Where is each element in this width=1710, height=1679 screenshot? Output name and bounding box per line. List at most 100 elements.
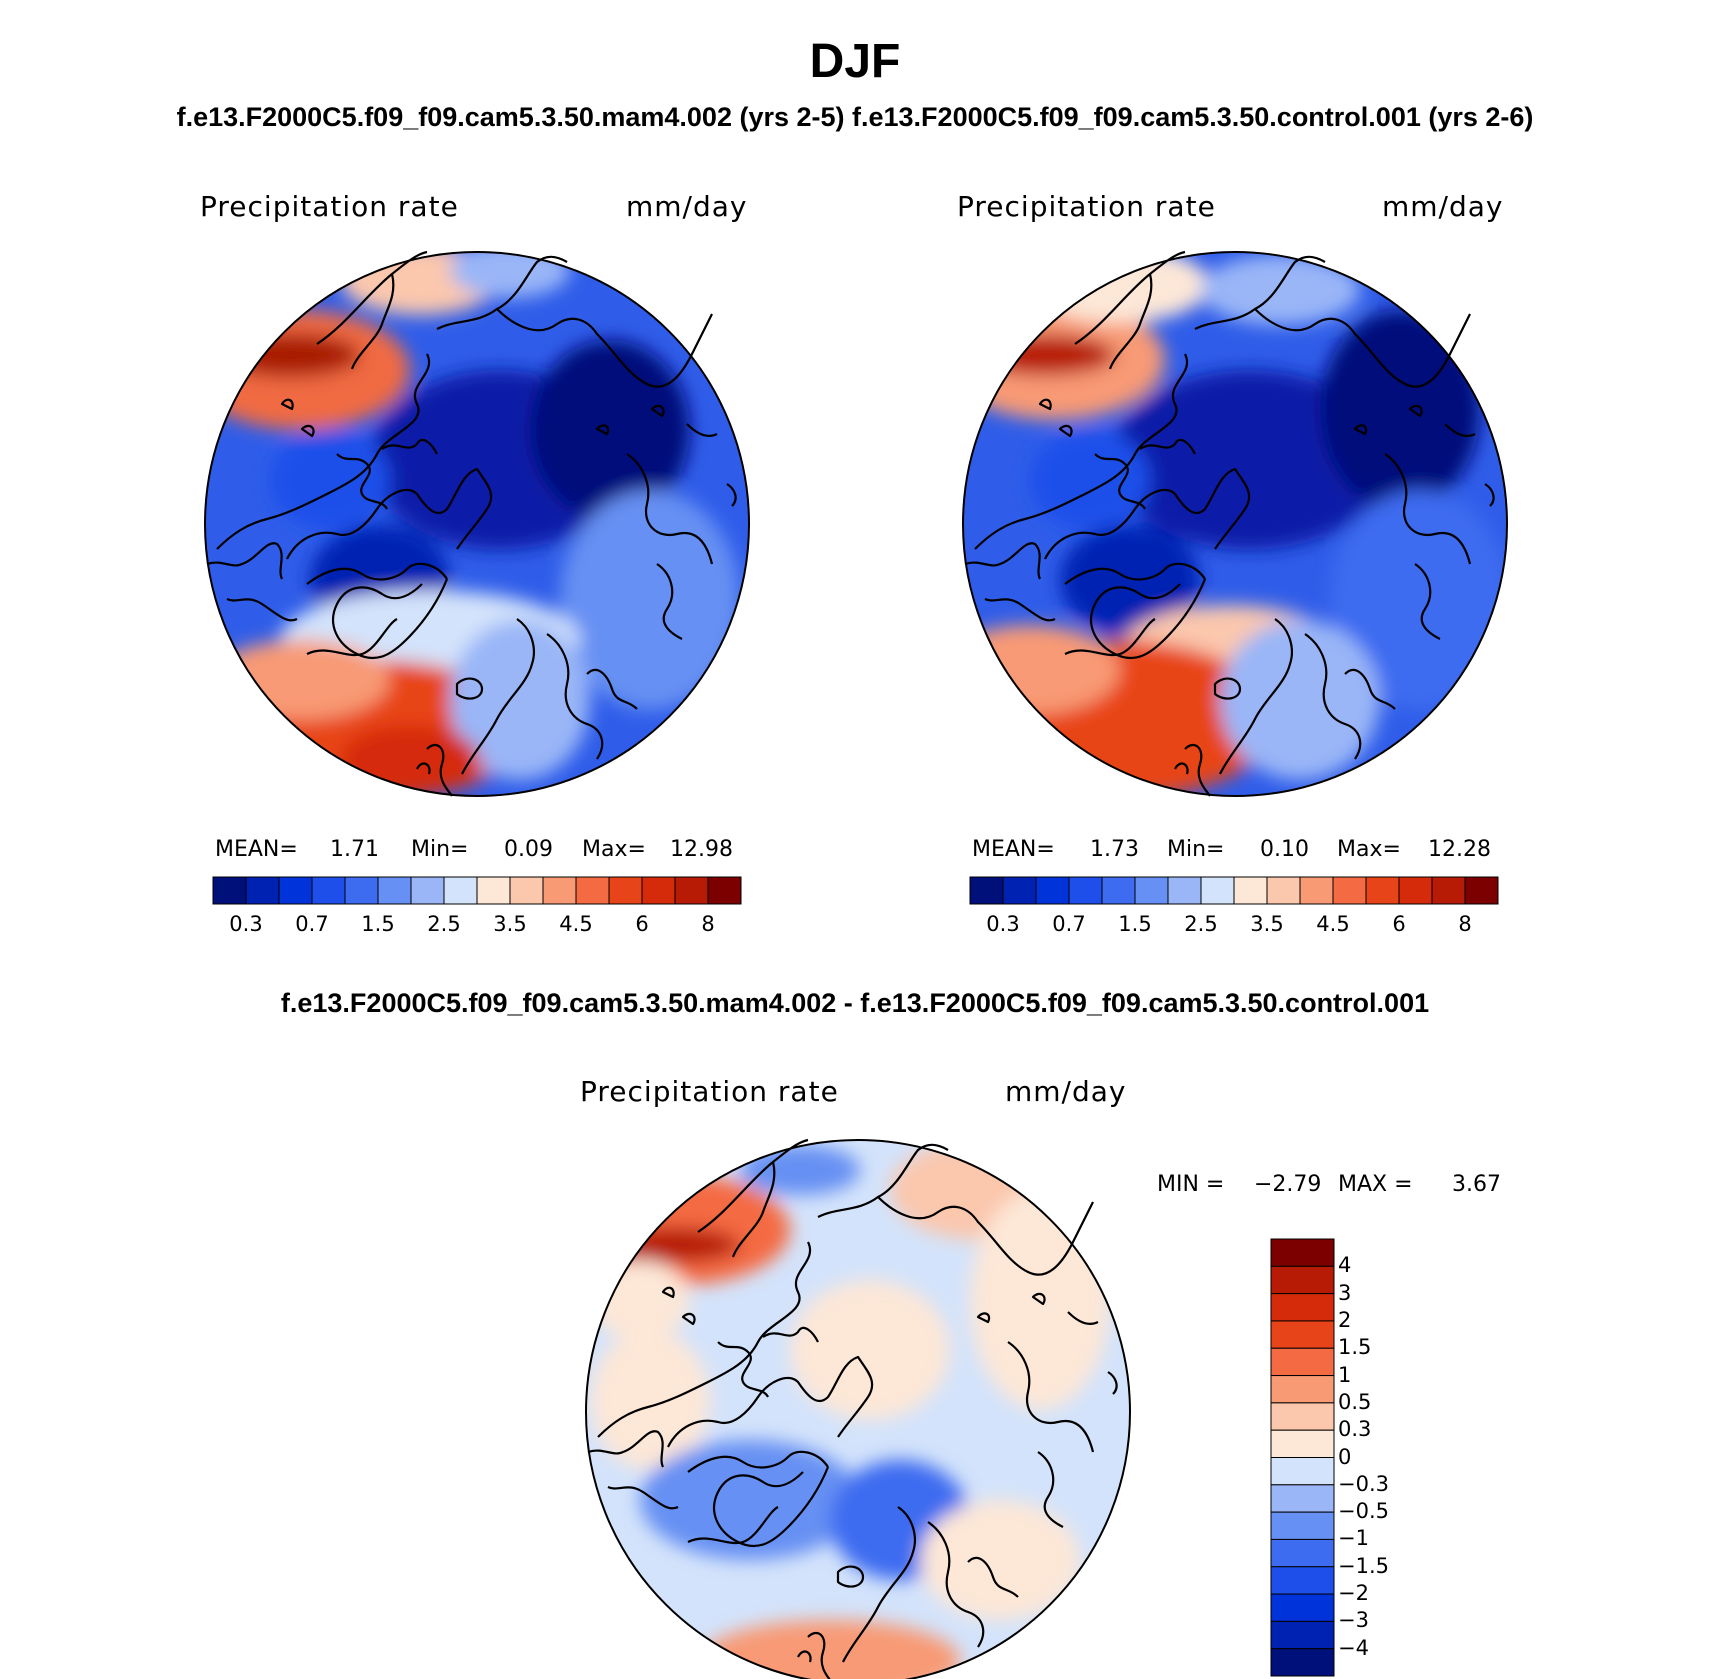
diff-max-value: 3.67 (1452, 1172, 1501, 1197)
difference-colorbar-swatch (1270, 1484, 1335, 1513)
difference-colorbar-tick-label: −1 (1338, 1526, 1369, 1551)
difference-colorbar-tick-label: 2 (1338, 1307, 1352, 1332)
panel1-colorbar-tick-label: 2.5 (427, 912, 461, 936)
difference-colorbar-swatch (1270, 1648, 1335, 1677)
difference-map (585, 1138, 1131, 1679)
panel2-colorbar-swatch (1398, 876, 1433, 905)
difference-colorbar-tick-label: 0.5 (1338, 1389, 1372, 1414)
panel2-colorbar-swatch (1266, 876, 1301, 905)
panel1-colorbar-swatch (410, 876, 445, 905)
panel1-mean-label: MEAN= (215, 837, 298, 862)
difference-colorbar-tick-label: −2 (1338, 1581, 1369, 1606)
difference-colorbar-tick-label: 0.3 (1338, 1417, 1372, 1442)
panel2-colorbar-swatch (1431, 876, 1466, 905)
panel1-colorbar-swatch (707, 876, 742, 905)
diff-max-label: MAX = (1338, 1172, 1413, 1197)
difference-colorbar-swatch (1270, 1429, 1335, 1458)
panel1-colorbar-tick-label: 0.3 (229, 912, 263, 936)
difference-colorbar-swatch (1270, 1238, 1335, 1267)
panel2-mean-label: MEAN= (972, 837, 1055, 862)
panel1-colorbar (212, 876, 742, 905)
difference-colorbar-swatch (1270, 1511, 1335, 1540)
difference-colorbar-tick-label: −3 (1338, 1608, 1369, 1633)
panel2-mean-value: 1.73 (1090, 837, 1139, 862)
panel2-colorbar (969, 876, 1499, 905)
panel2-min-label: Min= (1167, 837, 1225, 862)
difference-colorbar-swatch (1270, 1566, 1335, 1595)
panel2-max-label: Max= (1337, 837, 1401, 862)
panel1-colorbar-tick-label: 4.5 (559, 912, 593, 936)
difference-colorbar-swatch (1270, 1538, 1335, 1568)
panel1-colorbar-swatch (311, 876, 346, 905)
difference-colorbar-swatch (1270, 1320, 1335, 1349)
panel2-colorbar-swatch (969, 876, 1004, 905)
panel1-variable: Precipitation rate (200, 190, 459, 223)
panel1-colorbar-swatch (575, 876, 610, 905)
diff-min-value: −2.79 (1254, 1172, 1322, 1197)
panel2-colorbar-swatch (1167, 876, 1202, 905)
difference-colorbar-swatch (1270, 1375, 1335, 1404)
panel2-colorbar-swatch (1035, 876, 1070, 905)
panel2-colorbar-tick-label: 4.5 (1316, 912, 1350, 936)
panel2-max-value: 12.28 (1428, 837, 1491, 862)
panel2-colorbar-swatch (1464, 876, 1499, 905)
panel1-max-label: Max= (582, 837, 646, 862)
difference-colorbar-swatch (1270, 1402, 1335, 1431)
panel2-variable: Precipitation rate (957, 190, 1216, 223)
difference-colorbar-tick-label: −4 (1338, 1635, 1369, 1660)
panel1-colorbar-tick-label: 1.5 (361, 912, 395, 936)
panel1-min-label: Min= (411, 837, 469, 862)
panel2-colorbar-swatch (1200, 876, 1235, 905)
panel1-colorbar-swatch (509, 876, 544, 905)
difference-colorbar-swatch (1270, 1265, 1335, 1295)
panel2-units: mm/day (1382, 190, 1504, 223)
diff-variable: Precipitation rate (580, 1075, 839, 1108)
panel2-colorbar-swatch (1233, 876, 1268, 905)
panel2-colorbar-tick-label: 0.3 (986, 912, 1020, 936)
panel1-colorbar-swatch (212, 876, 247, 905)
panel1-mean-value: 1.71 (330, 837, 379, 862)
panel1-colorbar-swatch (278, 876, 313, 905)
panel2-colorbar-swatch (1299, 876, 1334, 905)
panel1-map (204, 250, 750, 798)
difference-colorbar-tick-label: −0.5 (1338, 1499, 1389, 1524)
panel2-colorbar-tick-label: 3.5 (1250, 912, 1284, 936)
panel2-colorbar-swatch (1002, 876, 1037, 905)
panel1-colorbar-swatch (476, 876, 511, 905)
panel1-colorbar-tick-label: 6 (635, 912, 649, 936)
difference-colorbar-swatch (1270, 1457, 1335, 1486)
panel1-colorbar-swatch (641, 876, 676, 905)
difference-colorbar-tick-label: 3 (1338, 1280, 1352, 1305)
panel1-min-value: 0.09 (504, 837, 553, 862)
difference-colorbar-tick-label: −1.5 (1338, 1553, 1389, 1578)
panel2-colorbar-tick-label: 6 (1392, 912, 1406, 936)
panel2-colorbar-swatch (1134, 876, 1169, 905)
panel2-colorbar-tick-label: 8 (1458, 912, 1472, 936)
panel2-colorbar-swatch (1365, 876, 1400, 905)
panel2-colorbar-swatch (1068, 876, 1103, 905)
difference-colorbar-swatch (1270, 1347, 1335, 1377)
panel2-map (962, 250, 1508, 798)
panel1-colorbar-swatch (344, 876, 379, 905)
panel2-min-value: 0.10 (1260, 837, 1309, 862)
panel2-colorbar-swatch (1332, 876, 1367, 905)
panel2-colorbar-tick-label: 1.5 (1118, 912, 1152, 936)
panel2-colorbar-swatch (1101, 876, 1136, 905)
panel2-colorbar-tick-label: 0.7 (1052, 912, 1086, 936)
difference-colorbar-swatch (1270, 1293, 1335, 1322)
panel1-colorbar-swatch (245, 876, 280, 905)
diff-units: mm/day (1005, 1075, 1127, 1108)
difference-colorbar-swatch (1270, 1620, 1335, 1650)
panel1-colorbar-swatch (377, 876, 412, 905)
diff-min-label: MIN = (1157, 1172, 1225, 1197)
panel1-colorbar-swatch (674, 876, 709, 905)
panel1-colorbar-tick-label: 0.7 (295, 912, 329, 936)
difference-colorbar-swatch (1270, 1593, 1335, 1622)
difference-colorbar-tick-label: 4 (1338, 1253, 1352, 1278)
figure-title: DJF (809, 35, 901, 88)
run-titles: f.e13.F2000C5.f09_f09.cam5.3.50.mam4.002… (176, 102, 1534, 132)
panel1-colorbar-swatch (608, 876, 643, 905)
panel1-colorbar-swatch (443, 876, 478, 905)
difference-colorbar-tick-label: 1 (1338, 1362, 1352, 1387)
difference-colorbar-tick-label: −0.3 (1338, 1471, 1389, 1496)
